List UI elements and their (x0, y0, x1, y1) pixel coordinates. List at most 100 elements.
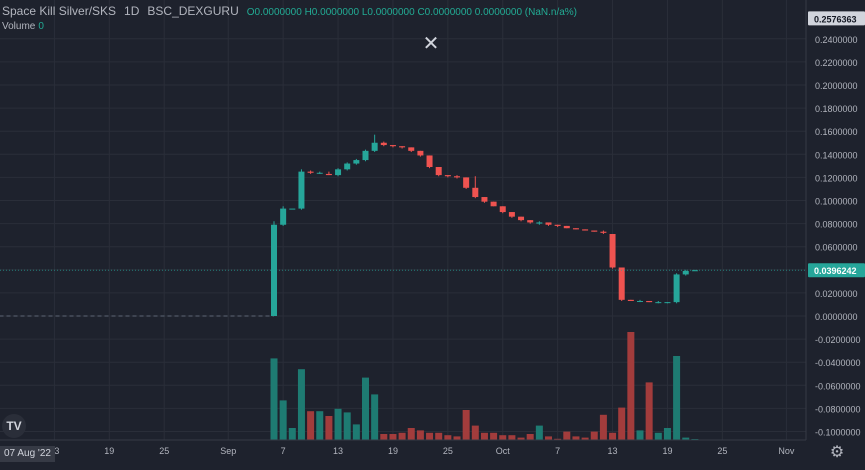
volume-bar (480, 432, 488, 440)
tradingview-logo-icon[interactable]: TV (2, 414, 26, 438)
price-axis[interactable]: 0.2400000 0.2200000 0.2000000 0.1800000 0.16… (815, 35, 861, 438)
time-tick-label: 13 (333, 446, 343, 456)
candle-body (499, 206, 506, 213)
volume-bar (636, 430, 644, 440)
volume-bar (535, 425, 543, 440)
price-tick-label: -0.1000000 (815, 428, 861, 438)
time-tick-label: 19 (388, 446, 398, 456)
time-tick-label: 13 (608, 446, 618, 456)
symbol-name[interactable]: Space Kill Silver/SKS (2, 4, 117, 18)
candle-body (490, 201, 497, 207)
volume-bar (471, 425, 479, 440)
volume-bar (352, 424, 360, 440)
volume-bar (444, 435, 452, 440)
candle-body (371, 142, 378, 151)
volume-bar (371, 394, 379, 440)
volume-bar (325, 416, 333, 440)
candle-body (454, 176, 460, 178)
candle-body (646, 300, 653, 303)
candle-body (435, 167, 442, 176)
volume-bar (279, 400, 287, 440)
close-icon[interactable]: ✕ (422, 33, 440, 55)
price-tick-label: -0.0600000 (815, 381, 861, 391)
volume-bar (270, 358, 278, 440)
symbol-legend: Space Kill Silver/SKS 1D BSC_DEXGURU O0.… (2, 4, 577, 18)
candle-body (289, 208, 296, 210)
volume-bar (581, 437, 589, 440)
time-tick-label: 19 (662, 446, 672, 456)
candle-body (307, 171, 314, 173)
candle-body (408, 147, 415, 151)
volume-bar (627, 332, 635, 440)
time-tick-label: 19 (104, 446, 114, 456)
volume-bar (682, 437, 690, 440)
volume-bar (618, 407, 626, 440)
time-tick-label: 7 (281, 446, 286, 456)
candle-body (481, 197, 488, 202)
time-tick-label: Sep (220, 446, 236, 456)
candle-body (655, 302, 662, 304)
candle-body (344, 163, 351, 170)
volume-bar (389, 434, 397, 440)
top-price-tag-bg (808, 11, 865, 26)
price-tick-label: -0.0200000 (815, 335, 861, 345)
volume-bars (270, 332, 699, 440)
candle-body (609, 233, 616, 268)
gear-icon[interactable]: ⚙ (829, 444, 845, 461)
volume-bar (563, 431, 571, 440)
volume-bar (362, 377, 369, 440)
candle-body (536, 222, 543, 224)
volume-label: Volume (2, 21, 36, 32)
candle-body (316, 172, 323, 174)
candle-body (627, 299, 634, 301)
candle-body (298, 171, 305, 209)
candle-body (591, 230, 598, 232)
volume-bar (307, 411, 315, 440)
candle-body (664, 302, 671, 304)
candle-body (335, 169, 342, 176)
volume-bar (572, 436, 580, 440)
volume-bar (490, 432, 498, 440)
volume-bar (609, 432, 617, 440)
volume-value: 0 (38, 21, 44, 32)
volume-bar (343, 412, 351, 440)
price-tick-label: 0.0000000 (815, 312, 858, 322)
price-tags: 0.2576363 0.0396242 (808, 11, 865, 278)
volume-bar (288, 428, 296, 440)
candle-body (600, 231, 607, 233)
candle-body (563, 225, 570, 229)
candle-body (527, 220, 534, 223)
crosshair-date-tag: 07 Aug '22 (0, 446, 55, 462)
price-tick-label: 0.1600000 (815, 127, 858, 137)
volume-bar (316, 411, 324, 440)
candle-body (389, 145, 396, 147)
time-tick-label: 7 (555, 446, 560, 456)
time-axis[interactable]: 131925Sep7131925Oct7131925Nov (49, 446, 795, 456)
volume-bar (517, 437, 525, 440)
price-tick-label: 0.0200000 (815, 289, 858, 299)
volume-bar (499, 435, 507, 440)
candle-body (417, 150, 424, 156)
volume-bar (654, 432, 662, 440)
time-tick-label: Nov (778, 446, 795, 456)
candle-body (353, 160, 360, 164)
candle-body (463, 177, 470, 188)
interval-label[interactable]: 1D (124, 4, 140, 18)
time-tick-label: 25 (443, 446, 453, 456)
volume-bar (599, 414, 607, 440)
price-tick-label: 0.2400000 (815, 35, 858, 45)
exchange-label: BSC_DEXGURU (147, 4, 239, 18)
volume-bar (673, 356, 681, 440)
candle-body (682, 270, 689, 275)
candle-body (380, 142, 387, 146)
candle-body (582, 229, 589, 231)
candle-body (545, 222, 552, 225)
candle-body (426, 155, 433, 168)
last-price-tag: 0.0396242 (814, 266, 857, 276)
volume-bar (508, 435, 516, 440)
candle-body (637, 300, 643, 302)
candle-body (572, 228, 579, 230)
volume-bar (435, 432, 443, 440)
